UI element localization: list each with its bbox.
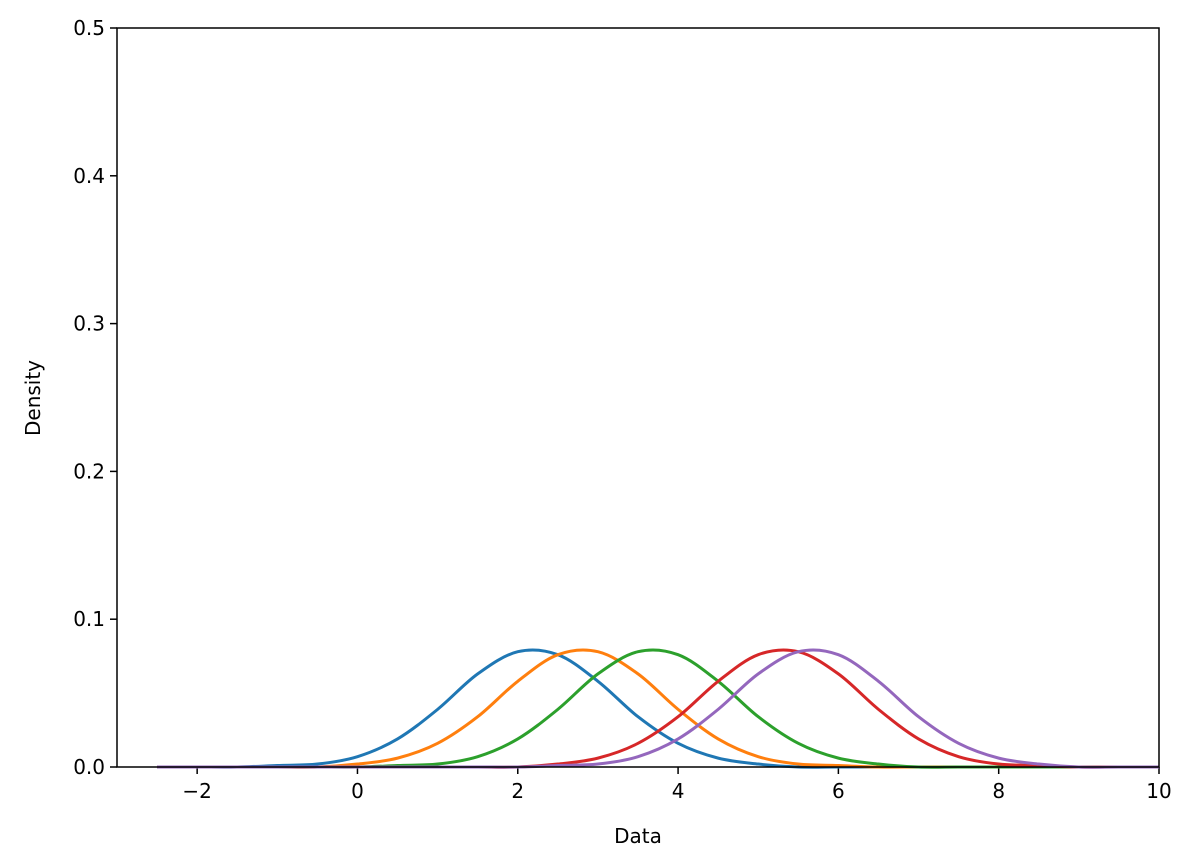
x-tick-label: 8 — [992, 779, 1005, 803]
y-tick-label: 0.2 — [73, 459, 105, 483]
y-tick-label: 0.5 — [73, 16, 105, 40]
x-tick-label: 0 — [351, 779, 364, 803]
plot-frame — [116, 27, 1160, 768]
x-axis-label: Data — [614, 824, 662, 848]
x-tick-label: 2 — [511, 779, 524, 803]
y-axis-label: Density — [21, 360, 45, 436]
series-line — [157, 648, 1159, 769]
y-tick-label: 0.4 — [73, 164, 105, 188]
x-tick-label: 6 — [832, 779, 845, 803]
x-tick-label: 4 — [672, 779, 685, 803]
y-tick-label: 0.1 — [73, 607, 105, 631]
y-tick-label: 0.0 — [73, 755, 105, 779]
x-tick-label: −2 — [182, 779, 211, 803]
y-tick-label: 0.3 — [73, 312, 105, 336]
x-tick-label: 10 — [1146, 779, 1171, 803]
